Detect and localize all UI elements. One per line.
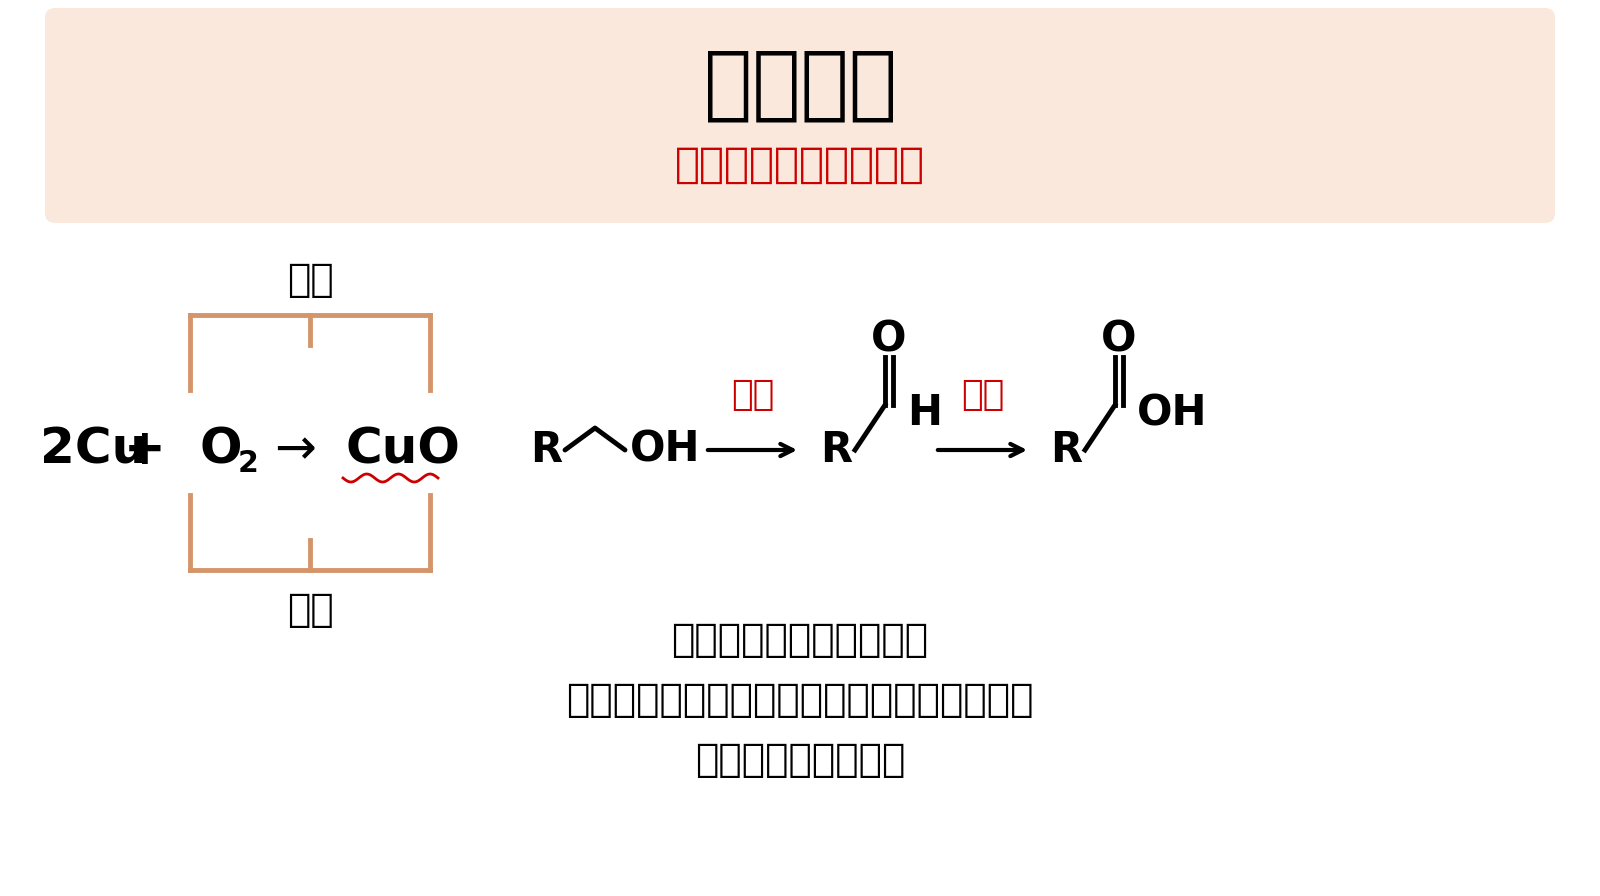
Text: R: R [530, 429, 562, 471]
Text: H: H [907, 392, 942, 434]
Text: CuO: CuO [346, 426, 459, 474]
Text: 酸化: 酸化 [286, 261, 333, 299]
Text: アルコールの酸化等: アルコールの酸化等 [694, 741, 906, 779]
Text: OH: OH [630, 429, 701, 471]
Text: R: R [1050, 429, 1082, 471]
FancyBboxPatch shape [45, 8, 1555, 223]
Text: O: O [200, 426, 243, 474]
Text: 酸化反応: 酸化反応 [704, 46, 896, 124]
Text: 還元: 還元 [286, 591, 333, 629]
Text: 2Cu: 2Cu [40, 426, 147, 474]
Text: O: O [1101, 318, 1136, 360]
Text: 2: 2 [238, 450, 259, 478]
Text: 酸化: 酸化 [731, 378, 774, 412]
Text: 過マンガン酸カリウム・有機化合物の反応例: 過マンガン酸カリウム・有機化合物の反応例 [566, 681, 1034, 719]
Text: →: → [274, 426, 315, 474]
Text: +: + [125, 426, 166, 474]
Text: O: O [872, 318, 907, 360]
Text: 基礎的考え方・酸化数・: 基礎的考え方・酸化数・ [672, 621, 928, 659]
Text: 電子の授受がある反応: 電子の授受がある反応 [675, 144, 925, 186]
Text: OH: OH [1138, 392, 1208, 434]
Text: 酸化: 酸化 [962, 378, 1005, 412]
Text: R: R [819, 429, 853, 471]
